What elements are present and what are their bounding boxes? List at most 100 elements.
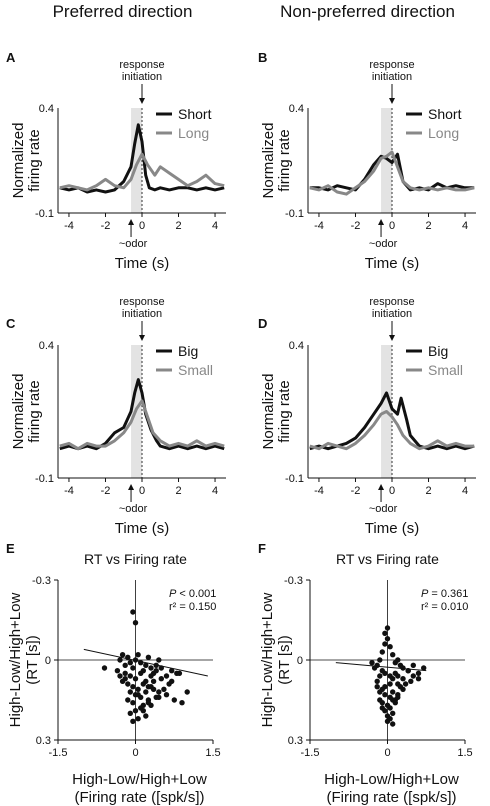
x-axis-label-b: Time (s): [365, 255, 419, 272]
series-line-b-long: [309, 150, 475, 196]
odor-arrowhead-a: [128, 219, 135, 225]
scatter-point-f: [395, 694, 401, 700]
x-tick-label-b: -4: [314, 220, 324, 232]
series-line-c-big: [59, 378, 225, 451]
x-tick-label-e: 0: [132, 747, 138, 759]
scatter-point-f: [379, 705, 385, 711]
x-axis-label-f: (Firing rate ([spk/s]): [326, 789, 456, 806]
stat-p-value-f: P = 0.361: [421, 588, 468, 600]
x-tick-label-c: -2: [101, 485, 111, 497]
scatter-point-f: [379, 649, 385, 655]
panel-letter-a: A: [6, 50, 16, 65]
scatter-point-e: [117, 673, 123, 679]
x-tick-label-b: 2: [425, 220, 431, 232]
odor-label-c: ~odor: [119, 503, 148, 515]
marker-label-top-b: initiation: [372, 71, 412, 83]
odor-label-b: ~odor: [369, 238, 398, 250]
y-tick-label-c: -0.1: [35, 473, 54, 485]
x-tick-label-a: -4: [64, 220, 74, 232]
odor-label-a: ~odor: [119, 238, 148, 250]
x-tick-label-d: -4: [314, 485, 324, 497]
legend-label-d: Small: [428, 362, 463, 378]
x-tick-label-a: -2: [101, 220, 111, 232]
x-tick-label-d: 0: [389, 485, 395, 497]
scatter-point-e: [127, 710, 133, 716]
legend-label-a: Long: [178, 125, 209, 141]
scatter-point-e: [135, 692, 141, 698]
panel-letter-e: E: [6, 541, 15, 556]
scatter-point-e: [125, 697, 131, 703]
scatter-point-e: [130, 700, 136, 706]
legend-label-a: Short: [178, 106, 212, 122]
y-axis-label-a: Normalized: [10, 123, 27, 199]
series-line-a-short: [59, 123, 225, 194]
scatter-point-f: [392, 700, 398, 706]
scatter-point-e: [132, 708, 139, 714]
x-tick-label-d: -2: [351, 485, 361, 497]
series-line-d-big: [309, 391, 475, 451]
shaded-window-a: [131, 108, 142, 213]
scatter-title-f: RT vs Firing rate: [336, 551, 439, 567]
odor-arrowhead-b: [378, 219, 385, 225]
scatter-point-f: [415, 676, 422, 682]
scatter-point-f: [387, 705, 393, 711]
series-line-b-short: [309, 152, 475, 192]
scatter-point-f: [382, 630, 388, 636]
scatter-point-f: [369, 660, 375, 666]
scatter-point-e: [179, 700, 185, 706]
scatter-point-e: [122, 676, 128, 682]
scatter-point-f: [395, 657, 401, 663]
legend-label-c: Small: [178, 362, 213, 378]
scatter-point-f: [387, 716, 393, 722]
y-tick-label-a: -0.1: [35, 208, 54, 220]
scatter-point-e: [122, 662, 128, 668]
y-tick-label-e: -0.3: [32, 575, 51, 587]
scatter-point-e: [148, 665, 154, 671]
scatter-point-e: [127, 689, 133, 695]
marker-arrowhead-top-c: [139, 335, 145, 341]
scatter-title-e: RT vs Firing rate: [84, 551, 187, 567]
legend-label-b: Long: [428, 125, 459, 141]
column-heading-nonpreferred: Non-preferred direction: [280, 2, 455, 21]
column-heading-preferred: Preferred direction: [52, 2, 193, 21]
scatter-point-e: [140, 681, 146, 687]
x-tick-label-f: 1.5: [457, 747, 472, 759]
scatter-point-e: [156, 689, 162, 695]
marker-arrowhead-top-b: [389, 98, 395, 104]
scatter-point-e: [153, 668, 159, 674]
scatter-point-f: [384, 625, 391, 631]
scatter-point-e: [148, 673, 154, 679]
scatter-point-e: [130, 665, 136, 671]
scatter-point-f: [390, 652, 396, 658]
scatter-point-f: [395, 673, 401, 679]
scatter-point-f: [387, 681, 393, 687]
fit-line-e: [83, 648, 208, 677]
panel-letter-d: D: [258, 316, 267, 331]
scatter-point-e: [117, 657, 123, 663]
marker-arrowhead-top-d: [389, 335, 395, 341]
y-tick-label-b: -0.1: [285, 208, 304, 220]
scatter-point-e: [143, 662, 149, 668]
series-line-c-small: [59, 399, 225, 451]
scatter-point-e: [135, 716, 141, 722]
scatter-point-f: [382, 692, 388, 698]
scatter-point-f: [377, 657, 383, 663]
y-axis-label-b: firing rate: [276, 129, 293, 192]
y-axis-label-f: (RT [s]): [276, 635, 293, 684]
scatter-point-f: [390, 721, 396, 727]
marker-label-top-a: initiation: [122, 71, 162, 83]
y-axis-label-e: High-Low/High+Low: [7, 593, 24, 728]
scatter-point-e: [114, 668, 121, 674]
stat-r-squared-f: r² = 0.010: [421, 601, 468, 613]
scatter-point-e: [132, 676, 139, 682]
legend-label-b: Short: [428, 106, 462, 122]
y-axis-label-d: Normalized: [260, 374, 277, 450]
scatter-point-f: [387, 644, 393, 650]
scatter-point-e: [135, 686, 141, 692]
x-axis-label-e: (Firing rate ([spk/s]): [74, 789, 204, 806]
scatter-point-f: [410, 662, 416, 668]
scatter-point-e: [150, 686, 157, 692]
scatter-point-f: [382, 641, 388, 647]
scatter-point-e: [140, 708, 146, 714]
